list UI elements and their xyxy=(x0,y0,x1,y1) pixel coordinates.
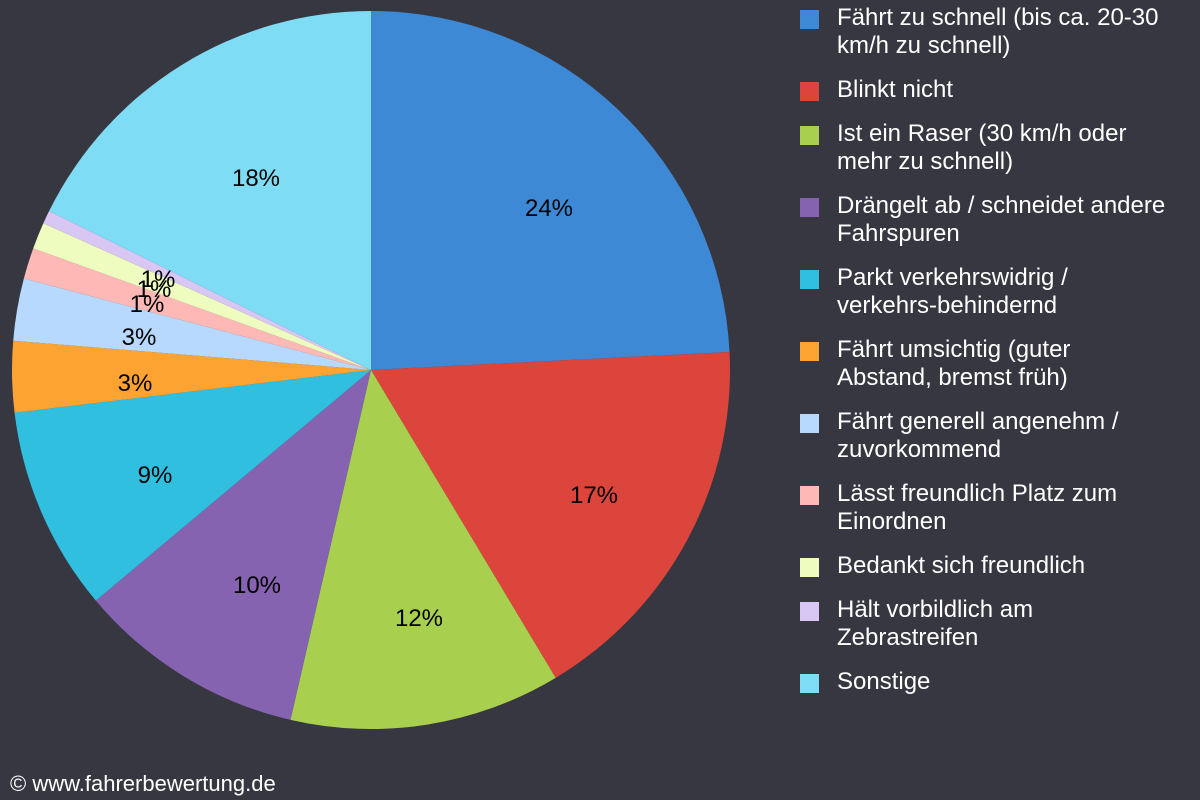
pie-slice xyxy=(371,11,730,370)
legend-swatch xyxy=(800,342,819,361)
pie-slice xyxy=(33,223,371,370)
pie-slice xyxy=(23,248,371,370)
pie-slice xyxy=(14,370,371,601)
slice-percent-label: 1% xyxy=(137,276,172,303)
pie-slice xyxy=(43,211,371,370)
legend-label: Parkt verkehrswidrig / verkehrs-behinder… xyxy=(837,264,1068,319)
copyright-notice: © www.fahrerbewertung.de xyxy=(10,771,276,796)
pie-slice xyxy=(95,370,371,720)
pie-slice xyxy=(290,370,556,729)
legend-label: Bedankt sich freundlich xyxy=(837,552,1086,579)
legend-swatch xyxy=(800,82,819,101)
pie-plot-area: 24% 17% 12% 10% 9% 3% 3% 1%1%1% 18% xyxy=(11,11,730,729)
slice-percent-label: 3% xyxy=(118,370,153,397)
legend-swatch xyxy=(800,602,819,621)
legend-swatch xyxy=(800,198,819,217)
slice-percent-label: 10% xyxy=(233,572,281,599)
slice-percent-label: 1% xyxy=(130,291,165,318)
slice-percent-label: 12% xyxy=(395,605,443,632)
legend-label: Drängelt ab / schneidet andere Fahrspure… xyxy=(837,192,1166,247)
legend-swatch xyxy=(800,270,819,289)
legend-label: Ist ein Raser (30 km/h oder mehr zu schn… xyxy=(837,120,1127,175)
legend-label: Fährt generell angenehm / zuvorkommend xyxy=(837,408,1119,463)
slice-percent-label: 24% xyxy=(525,195,573,222)
slice-percent-label: 17% xyxy=(570,482,618,509)
legend-swatch xyxy=(800,10,819,29)
legend-label: Sonstige xyxy=(837,668,931,695)
pie-slice xyxy=(11,340,371,413)
legend-swatch xyxy=(800,414,819,433)
slice-percent-label: 3% xyxy=(122,324,157,351)
legend-swatch xyxy=(800,558,819,577)
legend-swatch xyxy=(800,674,819,693)
legend-label: Hält vorbildlich am Zebrastreifen xyxy=(837,596,1034,651)
pie-slice xyxy=(13,278,372,370)
slice-percent-label: 9% xyxy=(138,462,173,489)
legend-label: Lässt freundlich Platz zum Einordnen xyxy=(837,480,1118,535)
legend-label: Fährt zu schnell (bis ca. 20-30 km/h zu … xyxy=(837,4,1159,59)
legend-label: Fährt umsichtig (guter Abstand, bremst f… xyxy=(837,336,1071,391)
pie-slice xyxy=(371,351,730,678)
slice-percent-label: 1% xyxy=(141,266,176,293)
legend-label: Blinkt nicht xyxy=(837,76,954,103)
slice-percent-label: 18% xyxy=(232,165,280,192)
legend-swatch xyxy=(800,126,819,145)
pie-slice xyxy=(49,11,372,370)
legend-swatch xyxy=(800,486,819,505)
